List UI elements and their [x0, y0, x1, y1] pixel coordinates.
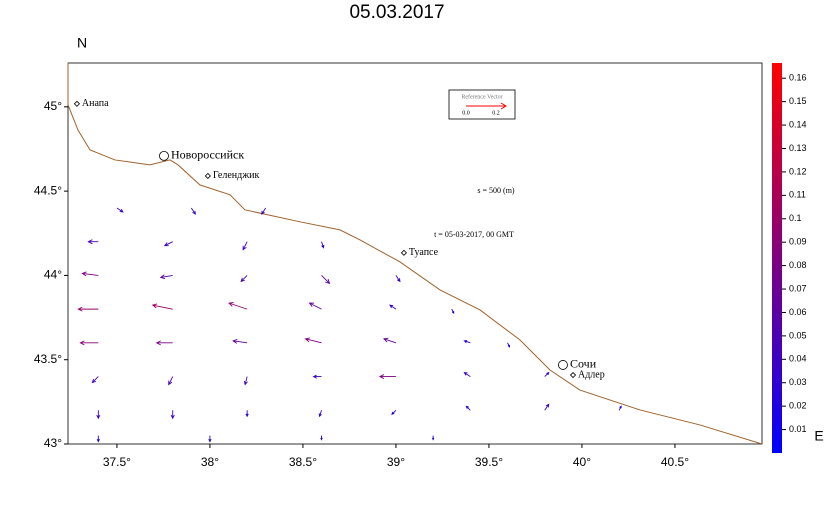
y-tick-label: 44°: [44, 268, 62, 282]
city-label: Сочи: [570, 357, 597, 371]
current-vector: [321, 275, 331, 285]
coastline: [67, 62, 763, 445]
x-tick-label: 39°: [387, 455, 405, 469]
annotation: s = 500 (m): [477, 186, 515, 195]
colorbar-tick-label: 0.14: [789, 119, 807, 129]
city-label: Новороссийск: [171, 148, 244, 162]
x-axis-label: E: [814, 428, 823, 444]
current-vector: [208, 435, 212, 443]
colorbar-tick-label: 0.06: [789, 307, 807, 317]
current-vector: [378, 374, 396, 379]
colorbar-tick-label: 0.11: [789, 190, 806, 200]
current-vector: [232, 339, 248, 344]
current-vector: [168, 376, 174, 386]
y-axis-label: N: [77, 35, 87, 51]
city-marker: [204, 172, 211, 180]
city-marker: [400, 249, 407, 256]
current-vector: [116, 207, 124, 213]
current-vector: [261, 207, 267, 215]
current-vector: [312, 374, 322, 379]
x-tick-label: 40.5°: [661, 455, 689, 469]
y-tick-label: 45°: [44, 99, 62, 113]
reference-arrow: [466, 102, 507, 110]
city-label: Анапа: [82, 98, 109, 109]
current-vector: [228, 302, 248, 310]
current-vector: [618, 405, 622, 411]
reference-tick-label: 0.2: [492, 110, 500, 116]
colorbar-tick-label: 0.15: [789, 96, 807, 106]
colorbar-tick-label: 0.09: [789, 237, 807, 247]
current-vector: [304, 337, 322, 344]
city-marker: [558, 360, 568, 370]
current-vector: [544, 371, 550, 377]
colorbar-tick-label: 0.13: [789, 143, 807, 153]
current-vector: [242, 241, 248, 251]
current-vector: [240, 275, 248, 283]
x-tick-label: 38°: [201, 455, 219, 469]
current-vector: [151, 303, 173, 310]
x-tick-label: 37.5°: [103, 455, 131, 469]
y-tick-label: 43°: [44, 436, 62, 450]
current-vector: [170, 410, 175, 420]
current-vector: [96, 410, 101, 420]
current-vector: [507, 342, 510, 348]
colorbar-tick-label: 0.16: [789, 73, 807, 83]
colorbar-tick-label: 0.03: [789, 377, 807, 387]
colorbar-tick-label: 0.02: [789, 401, 807, 411]
colorbar: [772, 63, 782, 453]
current-vector: [321, 241, 325, 249]
current-vector: [190, 207, 196, 215]
colorbar-tick-label: 0.1: [789, 213, 802, 223]
current-vector: [544, 403, 550, 411]
colorbar-tick-label: 0.01: [789, 424, 807, 434]
colorbar-tick-label: 0.12: [789, 166, 807, 176]
colorbar-tick-label: 0.07: [789, 283, 807, 293]
current-vector: [382, 337, 397, 344]
current-vector: [81, 271, 99, 277]
colorbar-tick-label: 0.05: [789, 330, 807, 340]
current-vector: [308, 302, 322, 310]
current-vector: [318, 410, 322, 418]
current-vector: [463, 372, 471, 377]
current-vector: [243, 376, 248, 386]
x-tick-label: 39.5°: [475, 455, 503, 469]
city-marker: [159, 150, 169, 161]
current-vector: [465, 405, 471, 411]
city-label: Туапсе: [409, 247, 439, 258]
current-vector: [451, 308, 455, 315]
current-vector: [159, 274, 173, 280]
current-vector: [77, 306, 99, 312]
current-vector: [391, 409, 397, 415]
current-vector: [320, 435, 323, 441]
current-vector: [87, 239, 99, 245]
current-vector: [163, 241, 173, 247]
colorbar-tick-label: 0.04: [789, 354, 807, 364]
current-vector: [79, 340, 99, 346]
reference-title: Reference Vector: [461, 93, 502, 100]
current-vector: [395, 275, 401, 283]
city-marker: [73, 100, 80, 107]
reference-tick-label: 0.0: [462, 110, 470, 116]
colorbar-tick-label: 0.08: [789, 260, 807, 270]
x-tick-label: 40°: [573, 455, 591, 469]
current-vector: [389, 304, 397, 310]
plot-frame: [67, 62, 763, 445]
current-vector: [463, 340, 471, 344]
city-label: Адлер: [578, 369, 605, 380]
annotation: t = 05-03-2017, 00 GMT: [434, 230, 514, 239]
current-vector: [245, 410, 249, 418]
current-vector: [96, 435, 100, 443]
current-vector: [91, 376, 99, 384]
y-tick-label: 43.5°: [34, 352, 62, 366]
current-vector: [431, 435, 435, 441]
city-marker: [569, 371, 577, 379]
city-label: Геленджик: [213, 170, 260, 181]
x-tick-label: 38.5°: [289, 455, 317, 469]
chart-title: 05.03.2017: [349, 2, 444, 23]
current-vector: [155, 340, 173, 346]
y-tick-label: 44.5°: [34, 183, 62, 197]
